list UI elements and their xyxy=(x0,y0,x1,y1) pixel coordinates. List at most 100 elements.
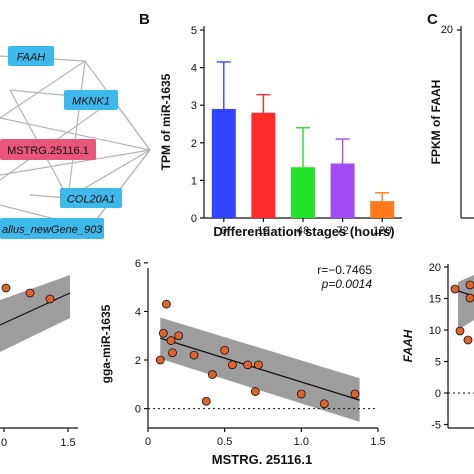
network-node-col20a1: COL20A1 xyxy=(60,188,122,208)
scatter-point xyxy=(319,399,329,409)
correlation-r: r=−0.7465 xyxy=(317,263,372,277)
scatter-y-tick-label: 6 xyxy=(135,258,141,270)
right-y-tick-label: 0 xyxy=(435,388,441,400)
left-x-tick: 0 xyxy=(1,437,7,449)
bar-x-label: Differentiation stages (hours) xyxy=(213,224,394,239)
scatter-x-ticks: 0 0.5 1.0 1.5 xyxy=(145,428,386,448)
right-scatter-panel: 20 15 10 5 0 -5 FAAH xyxy=(401,262,474,432)
scatter-point xyxy=(243,360,253,370)
scatter-y-tick-label: 4 xyxy=(135,306,141,318)
network-panel: FAAH MKNK1 MSTRG.25116.1 COL20A1 allus_n… xyxy=(0,46,151,239)
left-dot xyxy=(1,283,11,293)
node-label: MSTRG.25116.1 xyxy=(7,145,89,157)
network-edge xyxy=(0,149,151,176)
right-y-tick-label: 5 xyxy=(435,357,441,369)
bar-y-tick-label: 0 xyxy=(191,213,197,225)
bar xyxy=(211,108,236,218)
bar-x-tick-label: 48 xyxy=(297,225,309,237)
right-y-tick-label: 20 xyxy=(429,262,441,274)
scatter-y-ticks: 0 2 4 6 xyxy=(135,258,148,416)
bar xyxy=(291,167,315,218)
right-y-tick-label: 15 xyxy=(429,294,441,306)
scatter-point xyxy=(158,328,168,338)
regression-line xyxy=(160,337,360,401)
network-node-center: MSTRG.25116.1 xyxy=(0,139,96,160)
network-edge xyxy=(0,60,86,119)
panel-label-c: C xyxy=(427,11,438,28)
c-y-label: FPKM of FAAH xyxy=(429,80,443,165)
node-box xyxy=(0,218,104,239)
bar-x-ticks: 0 12 48 72 120 xyxy=(221,218,391,237)
bar-series xyxy=(211,61,395,218)
c-y-tick: 20 xyxy=(441,24,453,36)
bar-x-tick-label: 72 xyxy=(336,225,348,237)
left-dot xyxy=(45,294,55,304)
right-y-tick-label: -5 xyxy=(431,420,441,432)
node-box xyxy=(64,90,118,110)
scatter-point xyxy=(166,336,176,345)
right-dot xyxy=(450,284,460,294)
network-node-newgene: allus_newGene_903 xyxy=(0,218,104,239)
bar-x-tick-label: 0 xyxy=(221,225,227,237)
scatter-x-tick-label: 1.0 xyxy=(294,436,309,448)
right-dot xyxy=(455,326,465,336)
scatter-point xyxy=(207,370,217,379)
panel-c: C 20 FPKM of FAAH xyxy=(427,11,474,219)
right-y-ticks: 20 15 10 5 0 -5 xyxy=(429,262,448,432)
bar-y-tick-label: 1 xyxy=(191,175,197,187)
scatter-point xyxy=(174,331,184,341)
node-label: allus_newGene_903 xyxy=(2,224,103,236)
left-x-tick: 1.5 xyxy=(60,437,75,449)
left-dot xyxy=(25,288,35,298)
node-box xyxy=(8,46,54,66)
bar-y-tick-label: 3 xyxy=(191,100,197,112)
scatter-y-tick-label: 0 xyxy=(135,404,141,416)
bar xyxy=(370,201,395,218)
network-node-mknk1: MKNK1 xyxy=(64,90,118,110)
bar-y-label: TPM of miR-1635 xyxy=(159,73,173,170)
node-label: MKNK1 xyxy=(72,96,110,108)
scatter-x-label: MSTRG. 25116.1 xyxy=(212,452,312,467)
network-edge xyxy=(67,60,86,199)
right-dot xyxy=(465,280,474,290)
bar-y-tick-label: 4 xyxy=(191,63,197,75)
scatter-point xyxy=(250,387,260,396)
scatter-point xyxy=(253,360,263,370)
scatter-point xyxy=(155,355,165,365)
scatter-point xyxy=(161,299,171,309)
node-box xyxy=(60,188,122,208)
left-band xyxy=(0,275,70,352)
scatter-point xyxy=(350,389,360,399)
network-edge xyxy=(0,117,151,151)
scatter-y-label: gga-miR-1635 xyxy=(99,304,113,383)
right-dot xyxy=(465,293,474,303)
node-box xyxy=(0,139,96,160)
network-node-faah: FAAH xyxy=(8,46,54,66)
scatter-x-tick-label: 0 xyxy=(145,436,151,448)
bar-x-tick-label: 12 xyxy=(257,225,269,237)
scatter-point xyxy=(296,389,306,399)
correlation-p: p=0.0014 xyxy=(321,277,373,291)
scatter-point xyxy=(201,396,211,406)
scatter-panel: 0 2 4 6 0 0.5 1.0 1.5 r=−0.7465 p=0.0014 gga-m… xyxy=(99,258,386,467)
bar-y-tick-label: 2 xyxy=(191,138,197,150)
scatter-y-tick-label: 2 xyxy=(135,355,141,367)
panel-label-b: B xyxy=(139,11,150,28)
network-edge xyxy=(112,99,151,151)
scatter-x-tick-label: 0.5 xyxy=(217,436,232,448)
scatter-point xyxy=(168,348,177,358)
scatter-point xyxy=(220,345,230,355)
scatter-point xyxy=(189,350,199,360)
bar xyxy=(330,163,355,218)
scatter-x-tick-label: 1.5 xyxy=(370,436,385,448)
node-label: FAAH xyxy=(17,52,46,64)
left-scatter-panel: 0 1.5 xyxy=(0,275,78,449)
bar-x-tick-label: 120 xyxy=(373,225,391,237)
scatter-points xyxy=(155,299,360,409)
right-y-label: FAAH xyxy=(401,329,415,362)
bar-y-tick-label: 5 xyxy=(191,25,197,37)
scatter-point xyxy=(227,360,237,370)
